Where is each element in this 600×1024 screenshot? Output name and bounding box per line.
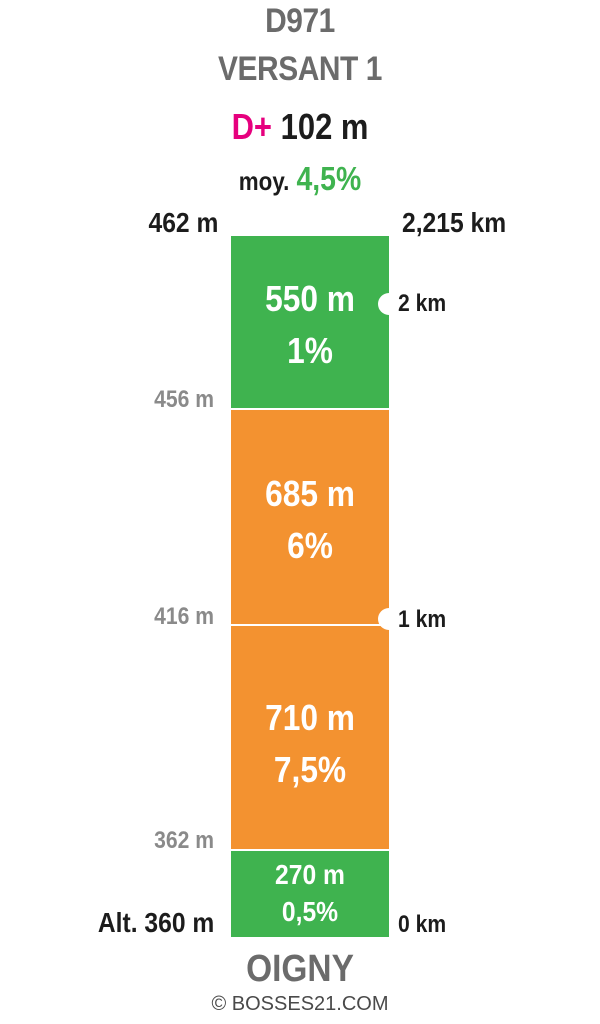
segment-3-grade: 7,5% [273,749,347,790]
distance-0km: 0 km [398,911,447,938]
average-grade-value: 4,5% [296,160,362,197]
distance-total: 2,215 km [402,207,507,238]
segment-2: 685 m 6% [231,409,389,625]
segment-divider [231,408,389,410]
segment-3-length: 710 m [265,697,355,738]
altitude-362: 362 m [154,827,214,854]
versant-label: VERSANT 1 [218,50,382,88]
elevation-gain-label: D+ [231,106,273,147]
copyright: © BOSSES21.COM [211,993,389,1015]
average-grade-label: moy. [238,166,290,196]
distance-2km: 2 km [398,290,447,317]
altitude-top: 462 m [148,207,218,238]
segment-1-length: 550 m [265,278,355,319]
km-marker-1 [378,608,400,630]
elevation-gain: D+ 102 m [42,106,558,148]
segment-divider [231,624,389,626]
segment-4-length: 270 m [275,859,345,890]
km-marker-2 [378,293,400,315]
road-name: D971 [265,2,335,40]
altitude-416: 416 m [154,603,214,630]
segment-2-grade: 6% [287,525,333,566]
segment-3: 710 m 7,5% [231,625,389,850]
segment-divider [231,849,389,851]
segment-2-length: 685 m [265,473,355,514]
start-place: OIGNY [246,948,354,990]
segment-1: 550 m 1% [231,236,389,409]
segment-4-grade: 0,5% [281,896,339,927]
segment-1-grade: 1% [287,330,333,371]
segment-4: 270 m 0,5% [231,850,389,937]
elevation-gain-value: 102 m [280,106,369,147]
distance-1km: 1 km [398,606,447,633]
average-grade: moy. 4,5% [42,160,558,198]
altitude-start: Alt. 360 m [97,907,214,938]
altitude-456: 456 m [154,386,214,413]
